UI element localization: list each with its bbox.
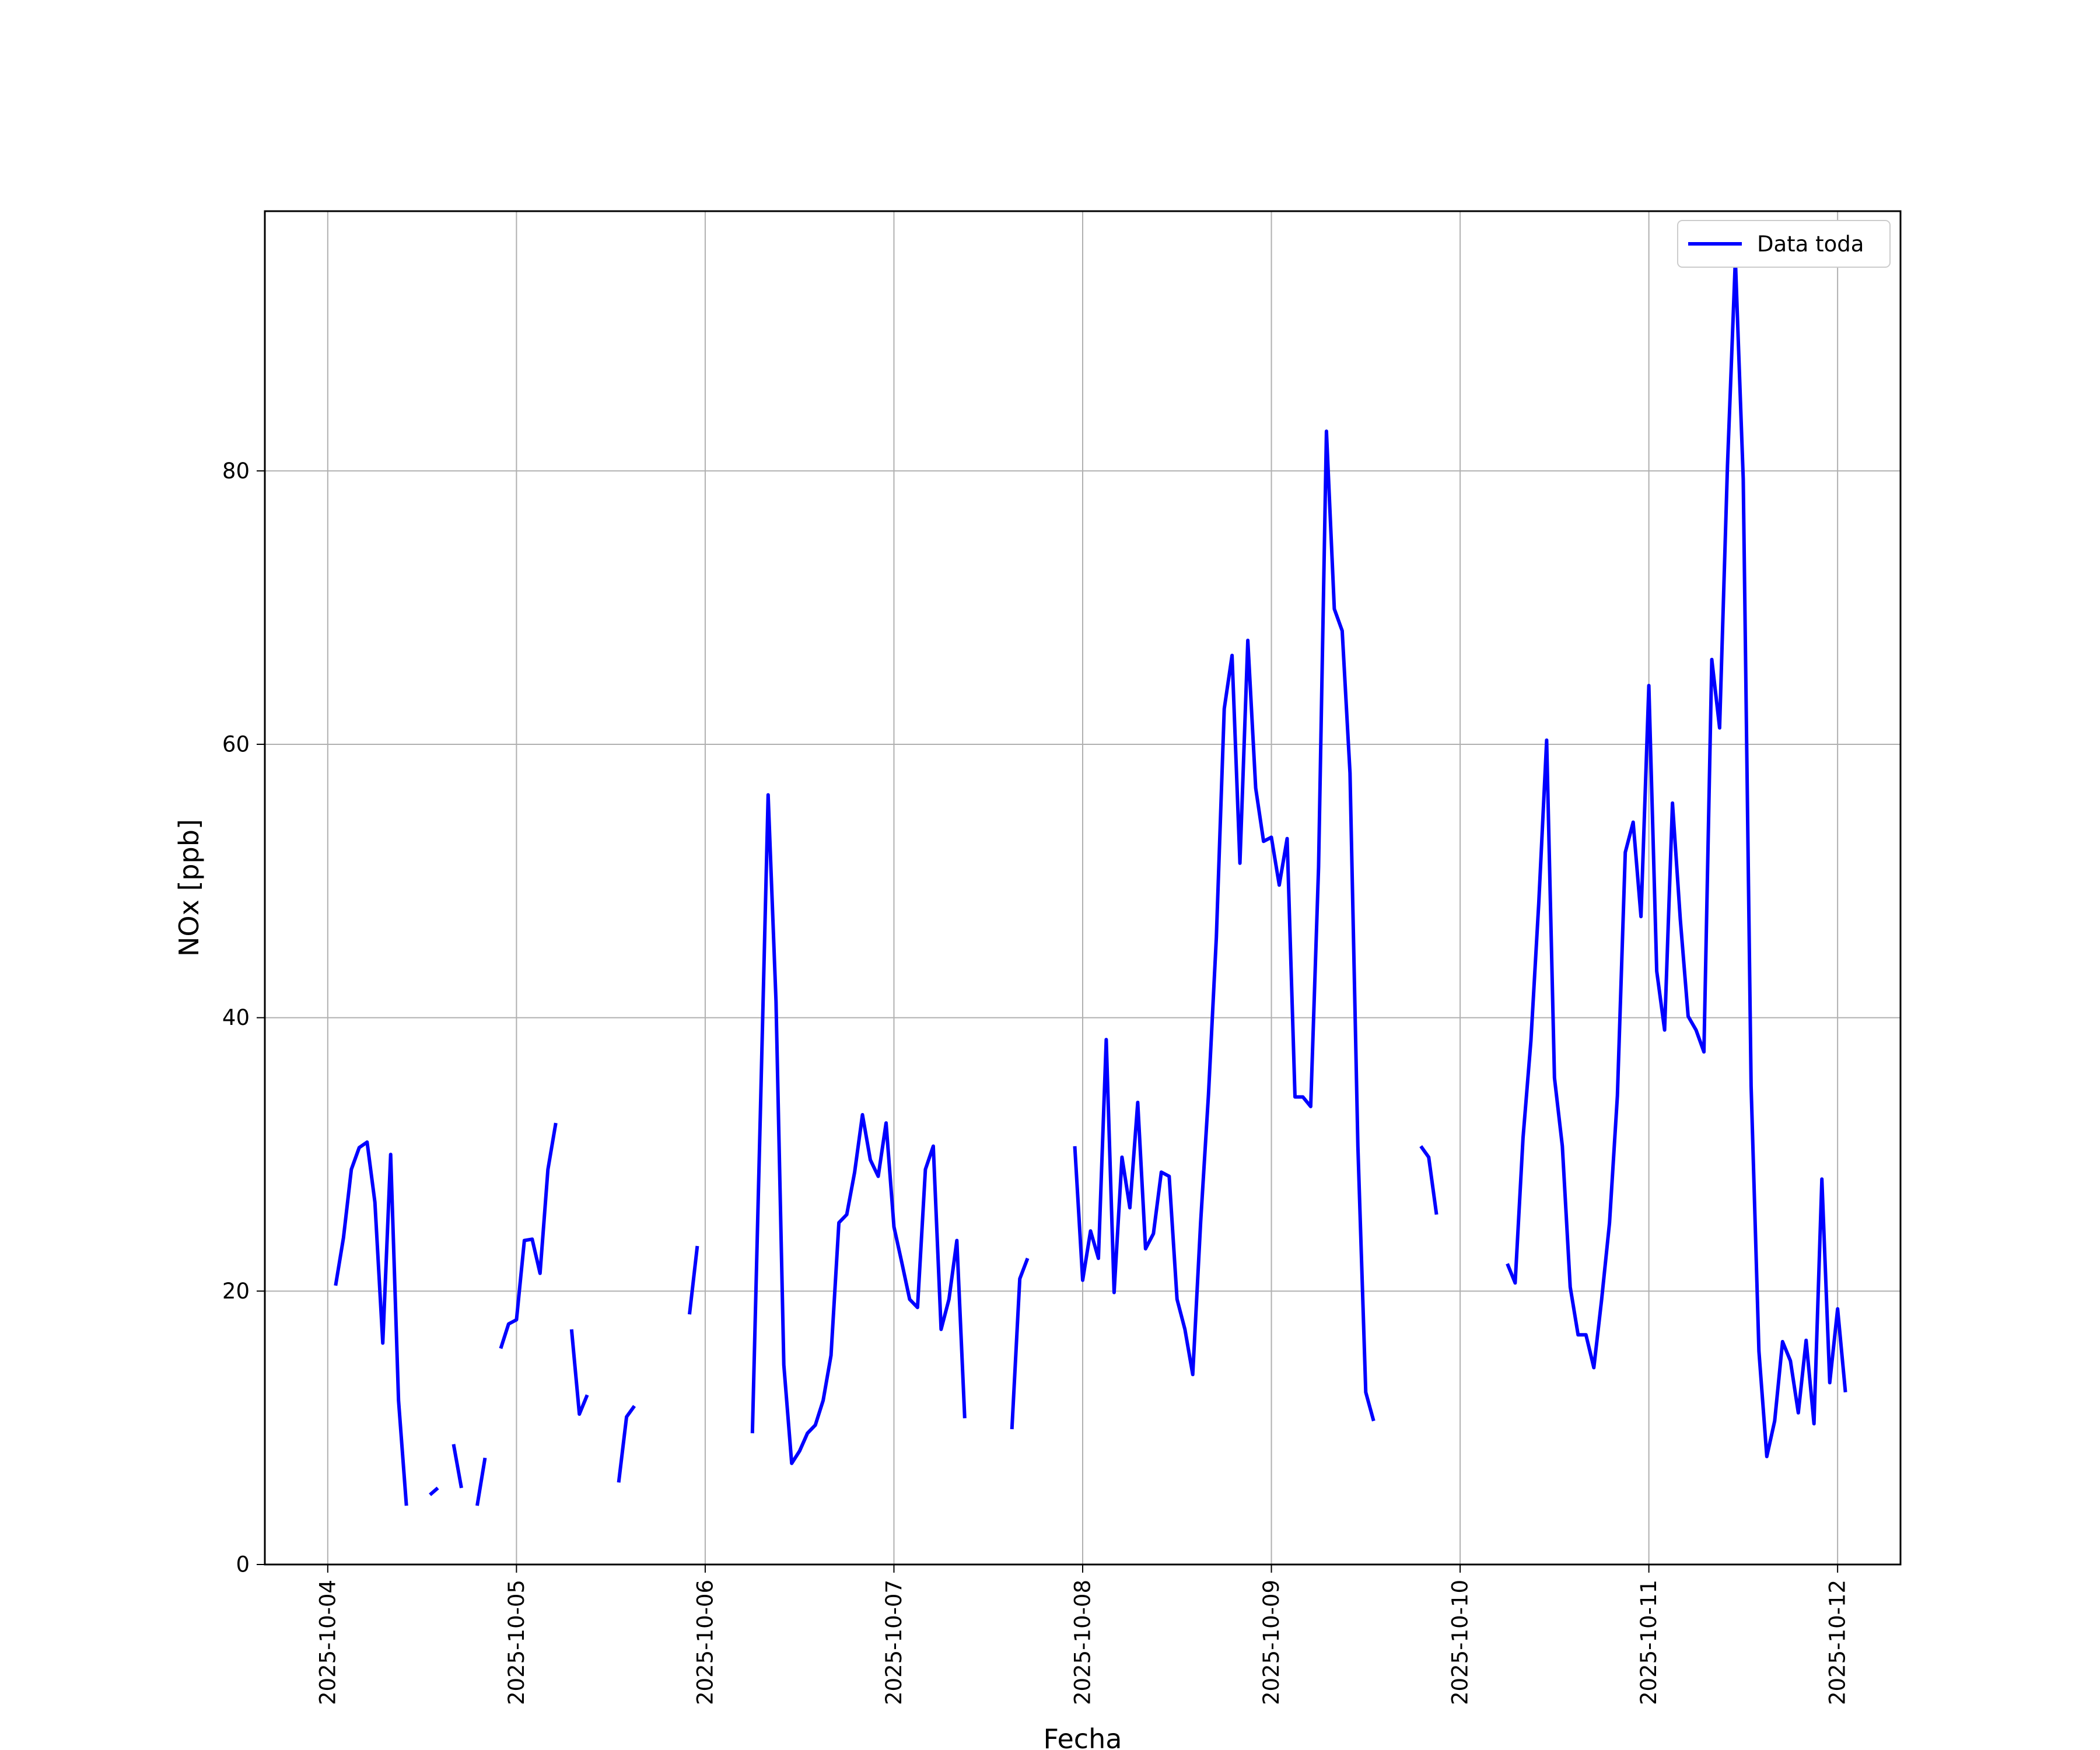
y-tick-label: 20 xyxy=(222,1279,250,1304)
y-tick-label: 80 xyxy=(222,459,250,484)
series-line-segment xyxy=(750,793,967,1465)
series-line-segment xyxy=(569,1329,589,1416)
y-axis-label: NOx [ppb] xyxy=(173,819,205,957)
legend-box xyxy=(1677,220,1891,268)
series-line-segment xyxy=(452,1444,463,1489)
x-tick-label: 2025-10-05 xyxy=(504,1580,529,1705)
series-line-segment xyxy=(334,1140,408,1506)
x-tick-label: 2025-10-11 xyxy=(1636,1580,1661,1705)
x-tick-label: 2025-10-04 xyxy=(315,1580,340,1705)
x-tick-label: 2025-10-12 xyxy=(1825,1580,1850,1705)
series-layer xyxy=(334,257,1847,1506)
legend-label: Data toda xyxy=(1757,232,1864,257)
series-line-segment xyxy=(429,1486,439,1496)
series-line-segment xyxy=(475,1457,487,1506)
series-line-segment xyxy=(688,1245,699,1315)
series-line-segment xyxy=(499,1122,558,1349)
legend: Data toda xyxy=(1677,220,1891,268)
x-tick-label: 2025-10-07 xyxy=(881,1580,907,1705)
x-tick-label: 2025-10-10 xyxy=(1448,1580,1473,1705)
axis-ticks: 2025-10-04 2025-10-05 2025-10-06 2025-10-07… xyxy=(222,459,1850,1705)
y-tick-label: 40 xyxy=(222,1005,250,1030)
series-line-segment xyxy=(1419,1145,1438,1215)
x-tick-label: 2025-10-09 xyxy=(1259,1580,1284,1705)
x-tick-label: 2025-10-08 xyxy=(1070,1580,1096,1705)
y-tick-label: 60 xyxy=(222,732,250,757)
series-line-segment xyxy=(1073,429,1376,1422)
x-tick-label: 2025-10-06 xyxy=(692,1580,718,1705)
x-axis-label: Fecha xyxy=(1044,1723,1122,1750)
series-line-segment xyxy=(617,1405,636,1483)
series-line-segment xyxy=(1506,257,1847,1458)
series-line-segment xyxy=(1010,1258,1030,1430)
y-tick-label: 0 xyxy=(236,1552,250,1577)
